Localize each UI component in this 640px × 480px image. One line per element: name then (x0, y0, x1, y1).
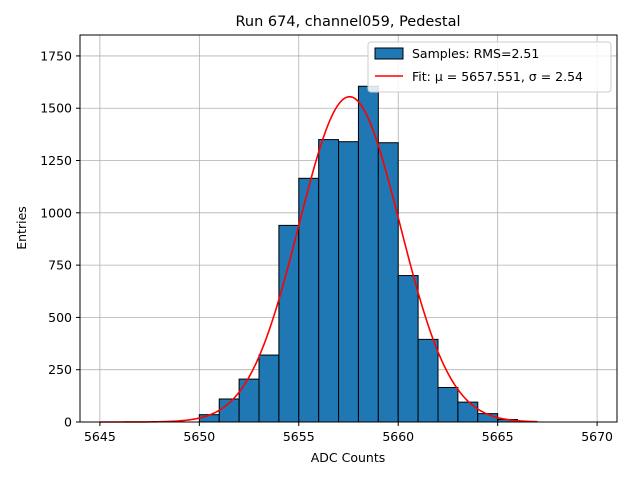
histogram-bar (417, 338, 439, 423)
legend-histogram-label: Samples: RMS=2.51 (412, 46, 539, 61)
plot-frame (79, 34, 618, 423)
legend: Samples: RMS=2.51 Fit: μ = 5657.551, σ =… (367, 41, 612, 93)
chart-title: Run 674, channel059, Pedestal (235, 14, 460, 30)
histogram-bar (457, 401, 479, 423)
x-tick-label: 5660 (382, 429, 414, 444)
y-tick-label: 1500 (40, 101, 72, 116)
y-tick-label: 1250 (40, 153, 72, 168)
y-tick-label: 1750 (40, 48, 72, 63)
x-tick-label: 5650 (183, 429, 215, 444)
y-axis-label: Entries (14, 206, 29, 250)
histogram-bar (278, 224, 300, 423)
legend-histogram-swatch (374, 47, 404, 60)
y-tick-label: 250 (48, 362, 72, 377)
y-tick-label: 1000 (40, 205, 72, 220)
histogram-bar (318, 139, 340, 423)
histogram-bar (397, 275, 419, 423)
x-axis-label: ADC Counts (311, 450, 386, 465)
x-tick-label: 5665 (482, 429, 514, 444)
legend-fit-label: Fit: μ = 5657.551, σ = 2.54 (412, 69, 583, 84)
x-axis-ticks: 5645 5650 5655 5660 5665 5670 (84, 422, 613, 444)
x-tick-label: 5655 (283, 429, 315, 444)
x-tick-label: 5670 (581, 429, 613, 444)
fit-curve (99, 95, 538, 423)
histogram-bar (377, 142, 399, 423)
y-tick-label: 500 (48, 310, 72, 325)
histogram-bar (238, 378, 260, 423)
histogram-bar (258, 354, 280, 423)
x-tick-label: 5645 (84, 429, 116, 444)
y-axis-ticks: 0 250 500 750 1000 1250 1500 1750 (40, 48, 80, 430)
histogram-bar (437, 386, 459, 423)
histogram-bars (198, 85, 519, 423)
legend-box (367, 41, 612, 93)
y-tick-label: 0 (64, 415, 72, 430)
y-tick-label: 750 (48, 258, 72, 273)
histogram-bar (338, 141, 359, 423)
